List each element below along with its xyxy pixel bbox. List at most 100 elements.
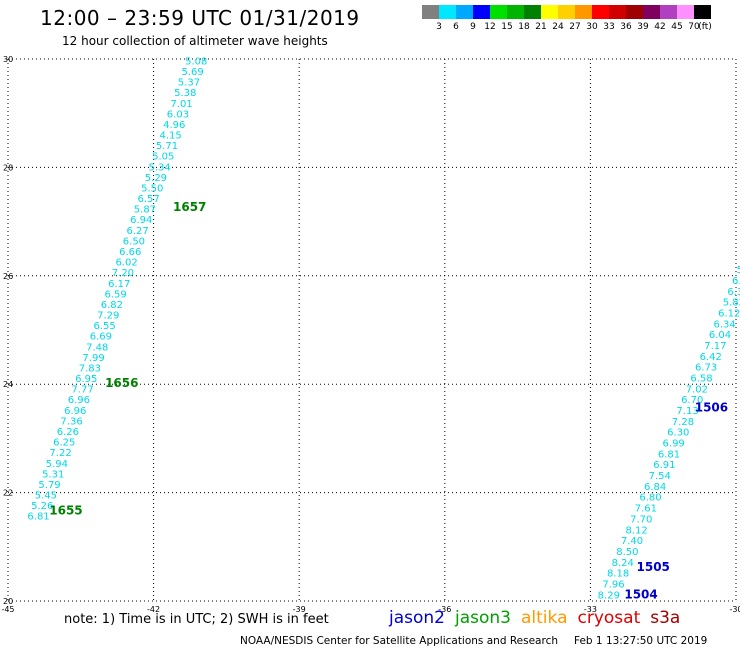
wave-height-value: 6.96 <box>64 406 86 417</box>
legend-swatch <box>592 5 609 19</box>
wave-height-value: 5.63 <box>737 265 740 276</box>
wave-height-value: 6.82 <box>101 300 123 311</box>
legend-label: 27 <box>569 22 581 32</box>
wave-height-value: 5.94 <box>46 459 68 470</box>
wave-height-value: 7.83 <box>79 363 101 374</box>
legend-label: 6 <box>453 22 459 32</box>
page-title: 12:00 – 23:59 UTC 01/31/2019 <box>40 6 360 30</box>
legend-swatch <box>490 5 507 19</box>
legend-label: 42 <box>654 22 666 32</box>
wave-height-value: 6.94 <box>130 215 152 226</box>
wave-height-value: 5.69 <box>181 67 203 78</box>
wave-height-value: 8.12 <box>625 525 647 536</box>
wave-height-value: 5.37 <box>178 78 200 89</box>
legend-swatch <box>507 5 524 19</box>
wave-height-value: 7.61 <box>635 504 657 515</box>
x-tick-label: -42 <box>147 605 160 614</box>
x-tick-label: -39 <box>293 605 306 614</box>
footnote: note: 1) Time is in UTC; 2) SWH is in fe… <box>64 612 329 627</box>
legend-unit: (ft) <box>698 22 712 32</box>
legend-swatch <box>541 5 558 19</box>
wave-height-value: 8.24 <box>612 558 634 569</box>
wave-height-value: 6.25 <box>53 438 75 449</box>
y-tick-label: 20 <box>3 597 13 606</box>
wave-height-value: 7.22 <box>49 448 71 459</box>
legend-label: 12 <box>484 22 496 32</box>
y-tick-label: 30 <box>3 55 13 64</box>
color-legend: 3 6 9 12 15 18 21 24 27 30 33 36 39 42 45 70 (ft) <box>422 5 728 35</box>
pass-time-label: 1655 <box>49 503 82 517</box>
wave-height-value: 7.17 <box>704 341 726 352</box>
legend-label: 18 <box>518 22 530 32</box>
legend-swatch <box>524 5 541 19</box>
y-tick-label: 28 <box>3 163 13 172</box>
wave-height-value: 6.96 <box>68 395 90 406</box>
wave-height-value: 5.08 <box>185 56 207 67</box>
wave-height-value: 6.57 <box>137 194 159 205</box>
wave-height-value: 8.50 <box>616 547 638 558</box>
wave-height-value: 7.96 <box>602 579 624 590</box>
wave-height-value: 6.80 <box>639 493 661 504</box>
legend-swatch <box>643 5 660 19</box>
legend-label: 30 <box>586 22 598 32</box>
footer: NOAA/NESDIS Center for Satellite Applica… <box>240 635 707 647</box>
legend-swatch <box>473 5 490 19</box>
wave-height-value: 5.71 <box>156 141 178 152</box>
wave-height-value: 6.81 <box>658 449 680 460</box>
page-subtitle: 12 hour collection of altimeter wave hei… <box>62 34 328 48</box>
legend-swatch <box>439 5 456 19</box>
wave-height-value: 7.13 <box>676 406 698 417</box>
x-tick-label: -30 <box>729 605 740 614</box>
pass-time-label: 1504 <box>624 587 657 601</box>
generated-timestamp: Feb 1 13:27:50 UTC 2019 <box>574 635 708 647</box>
wave-height-value: 7.70 <box>630 514 652 525</box>
legend-swatch <box>694 5 711 19</box>
wave-height-value: 5.31 <box>42 469 64 480</box>
legend-swatch <box>558 5 575 19</box>
x-tick-label: -45 <box>1 605 14 614</box>
wave-height-value: 7.99 <box>82 353 104 364</box>
wave-height-value: 5.05 <box>152 152 174 163</box>
legend-label: 33 <box>603 22 615 32</box>
wave-height-value: 4.15 <box>159 131 181 142</box>
wave-height-value: 6.73 <box>695 363 717 374</box>
wave-height-value: 6.70 <box>681 395 703 406</box>
legend-swatch <box>660 5 677 19</box>
wave-height-value: 6.99 <box>663 439 685 450</box>
wave-height-value: 7.54 <box>649 471 671 482</box>
wave-height-value: 5.45 <box>35 491 57 502</box>
wave-height-value: 7.36 <box>60 416 82 427</box>
x-tick-label: -33 <box>584 605 597 614</box>
wave-height-value: 5.38 <box>174 88 196 99</box>
wave-height-value: 6.11 <box>732 276 740 287</box>
legend-swatch <box>575 5 592 19</box>
wave-height-value: 6.34 <box>713 319 735 330</box>
wave-height-value: 5.34 <box>148 162 170 173</box>
wave-height-value: 5.50 <box>141 183 163 194</box>
wave-height-value: 7.29 <box>97 311 119 322</box>
wave-height-value: 6.02 <box>115 258 137 269</box>
wave-height-value: 6.69 <box>90 332 112 343</box>
pass-time-label: 1506 <box>695 400 728 414</box>
wave-height-value: 4.96 <box>163 120 185 131</box>
wave-height-value: 6.95 <box>75 374 97 385</box>
legend-swatch <box>677 5 694 19</box>
wave-height-value: 8.18 <box>607 569 629 580</box>
legend-label: 36 <box>620 22 632 32</box>
pass-time-label: 1657 <box>173 200 206 214</box>
satellite-name-altika: altika <box>521 608 568 628</box>
wave-height-value: 7.48 <box>86 342 108 353</box>
wave-height-value: 6.55 <box>93 321 115 332</box>
x-tick-label: -36 <box>438 605 451 614</box>
y-tick-label: 26 <box>3 272 13 281</box>
satellite-name-jason3: jason3 <box>455 608 511 628</box>
wave-height-value: 6.30 <box>667 428 689 439</box>
wave-height-value: 5.82 <box>723 298 740 309</box>
pass-time-label: 1505 <box>637 560 670 574</box>
wave-height-value: 7.02 <box>686 384 708 395</box>
wave-height-value: 7.40 <box>621 536 643 547</box>
y-tick-label: 24 <box>3 380 13 389</box>
legend-label: 45 <box>671 22 683 32</box>
